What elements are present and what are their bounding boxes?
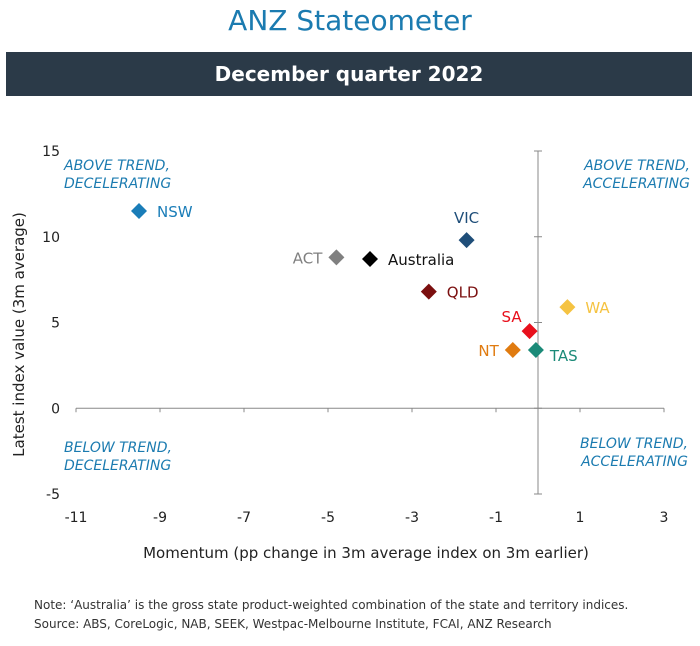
data-point-nsw [131, 203, 147, 220]
x-tick-label: -1 [489, 510, 503, 526]
data-point-vic [458, 232, 475, 249]
quadrant-label: BELOW TREND, [64, 440, 172, 456]
subtitle-text: December quarter 2022 [214, 62, 484, 86]
x-tick-label: -3 [405, 510, 419, 526]
data-label-nsw: NSW [157, 203, 193, 221]
data-label-vic: VIC [454, 209, 479, 227]
data-point-australia [362, 251, 378, 268]
data-label-qld: QLD [447, 284, 479, 302]
data-label-tas: TAS [549, 347, 578, 365]
data-point-qld [420, 283, 437, 300]
data-point-tas [527, 341, 544, 358]
x-tick-label: 3 [660, 510, 669, 526]
quadrant-label: DECELERATING [64, 176, 171, 192]
subtitle-banner: December quarter 2022 [6, 52, 692, 96]
y-tick-label: 15 [42, 144, 60, 160]
x-tick-label: -11 [65, 510, 88, 526]
data-label-act: ACT [293, 249, 323, 267]
x-tick-label: -9 [153, 510, 167, 526]
data-label-sa: SA [502, 308, 523, 326]
data-label-australia: Australia [388, 251, 454, 269]
x-tick-label: -7 [237, 510, 251, 526]
quadrant-label: ABOVE TREND, [583, 158, 690, 174]
y-axis-title: Latest index value (3m average) [10, 212, 28, 457]
data-point-act [328, 249, 345, 266]
y-tick-label: 10 [42, 230, 60, 246]
data-label-nt: NT [478, 342, 499, 360]
quadrant-label: ABOVE TREND, [63, 158, 170, 174]
x-axis-title: Momentum (pp change in 3m average index … [143, 544, 589, 562]
footnotes: Note: ‘Australia’ is the gross state pro… [34, 596, 628, 634]
quadrant-label: ACCELERATING [582, 176, 690, 192]
source-text: Source: ABS, CoreLogic, NAB, SEEK, Westp… [34, 617, 552, 631]
y-tick-label: 5 [51, 316, 60, 332]
quadrant-label: ACCELERATING [580, 454, 688, 470]
note-text: Note: ‘Australia’ is the gross state pro… [34, 598, 629, 612]
x-tick-label: -5 [321, 510, 335, 526]
quadrant-label: DECELERATING [64, 458, 171, 474]
page-title: ANZ Stateometer [228, 4, 472, 37]
data-point-nt [504, 341, 521, 358]
quadrant-label: BELOW TREND, [580, 436, 688, 452]
data-label-wa: WA [585, 299, 610, 317]
y-tick-label: 0 [51, 401, 60, 417]
data-point-wa [559, 299, 576, 316]
y-tick-label: -5 [46, 487, 60, 503]
x-tick-label: 1 [576, 510, 585, 526]
data-point-sa [521, 323, 538, 340]
